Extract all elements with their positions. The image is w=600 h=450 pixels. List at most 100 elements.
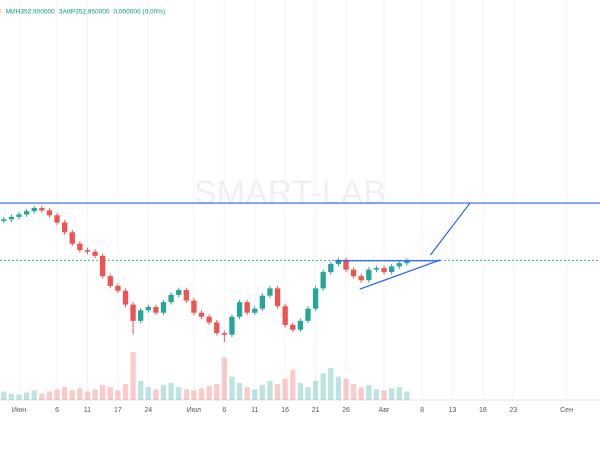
volume-bar <box>236 382 243 400</box>
volume-bar <box>373 389 380 400</box>
volume-bar <box>381 390 387 400</box>
candle-body <box>54 215 60 223</box>
volume-bar <box>138 380 144 400</box>
volume-bar <box>214 384 220 400</box>
candle-body <box>290 324 296 330</box>
volume-bar <box>290 370 296 400</box>
candle-body <box>61 222 68 233</box>
candle-body <box>153 307 159 313</box>
volume-bar <box>145 387 151 400</box>
candle-body <box>115 285 121 291</box>
volume-bar <box>191 390 197 400</box>
volume-bar <box>259 385 266 400</box>
candle-body <box>343 259 349 270</box>
volume-bar <box>335 376 342 400</box>
candle-body <box>297 320 304 330</box>
volume-bar <box>31 390 37 400</box>
x-tick-label: 18 <box>479 407 487 414</box>
candle-body <box>388 266 395 273</box>
x-tick-label: 6 <box>222 407 226 414</box>
candle-body <box>77 243 83 251</box>
x-tick-label: 8 <box>420 407 424 414</box>
volume-bar <box>153 389 159 400</box>
volume-bar <box>160 385 167 400</box>
candle-body <box>381 268 387 273</box>
x-tick-label: 13 <box>449 407 457 414</box>
x-tick-label: 11 <box>84 407 91 414</box>
trend-line <box>429 202 471 256</box>
volume-bar <box>244 387 250 400</box>
volume-bar <box>328 368 334 400</box>
candle-body <box>8 216 15 220</box>
volume-bar <box>107 387 113 400</box>
x-tick-label: 23 <box>509 407 517 414</box>
volume-bar <box>404 391 410 400</box>
x-tick-label: 26 <box>342 407 350 414</box>
candle-body <box>259 295 266 309</box>
x-tick-label: Сен <box>560 407 573 414</box>
volume-bar <box>122 384 129 400</box>
volume-bar <box>39 393 45 400</box>
candle-body <box>214 322 220 334</box>
candle-body <box>84 250 91 252</box>
candle-body <box>312 288 319 309</box>
candle-body <box>206 316 212 323</box>
x-tick-label: Июн <box>12 407 26 414</box>
volume-bar <box>46 391 53 400</box>
candle-body <box>373 268 380 270</box>
candle-body <box>69 232 75 244</box>
candle-body <box>100 255 106 277</box>
volume-bar <box>312 380 319 400</box>
candle-body <box>130 304 136 321</box>
candle-body <box>168 294 174 303</box>
volume-bar <box>69 390 75 400</box>
legend-text: ЗАКР352,950000 <box>59 9 110 16</box>
x-tick-label: Авг <box>379 407 390 414</box>
volume-bar <box>396 387 402 400</box>
legend-text: 0,000000 (0,00%) <box>113 9 165 16</box>
candle-body <box>282 306 288 325</box>
volume-bar <box>100 385 106 400</box>
candle-body <box>160 302 167 313</box>
volume-bar <box>274 384 281 400</box>
candle-body <box>274 288 281 307</box>
volume-bar <box>1 391 7 400</box>
candle-body <box>92 251 98 256</box>
volume-bar <box>198 388 205 400</box>
volume-bar <box>358 387 364 400</box>
candle-body <box>335 259 342 264</box>
volume-bar <box>23 392 30 400</box>
candle-body <box>138 310 144 321</box>
candle-body <box>183 289 189 301</box>
candle-body <box>328 263 334 273</box>
volume-bar <box>305 387 311 400</box>
x-tick-label: 6 <box>55 407 59 414</box>
candle-body <box>244 302 250 313</box>
x-tick-label: 24 <box>144 407 152 414</box>
volume-bar <box>16 394 22 400</box>
volume-bar <box>350 384 357 400</box>
candle-body <box>31 207 37 212</box>
candle-body <box>252 308 258 313</box>
legend-text: 0 <box>0 9 2 16</box>
candle-body <box>145 307 151 311</box>
candle-body <box>107 276 113 286</box>
volume-bar <box>176 387 182 400</box>
candle-body <box>320 272 326 289</box>
trend-line <box>359 259 441 290</box>
candle-body <box>229 316 235 335</box>
volume-bar <box>320 373 326 400</box>
volume-bar <box>221 357 227 400</box>
volume-bar <box>130 352 136 400</box>
volume-bar <box>343 378 349 400</box>
volume-bar <box>206 386 212 400</box>
candle-body <box>39 207 45 211</box>
candle-body <box>267 288 273 296</box>
candle-body <box>350 269 357 277</box>
volume-bar <box>92 389 98 400</box>
volume-bar <box>61 387 68 400</box>
volume-bar <box>183 389 189 400</box>
volume-bar <box>252 389 258 400</box>
candle-body <box>198 312 205 317</box>
